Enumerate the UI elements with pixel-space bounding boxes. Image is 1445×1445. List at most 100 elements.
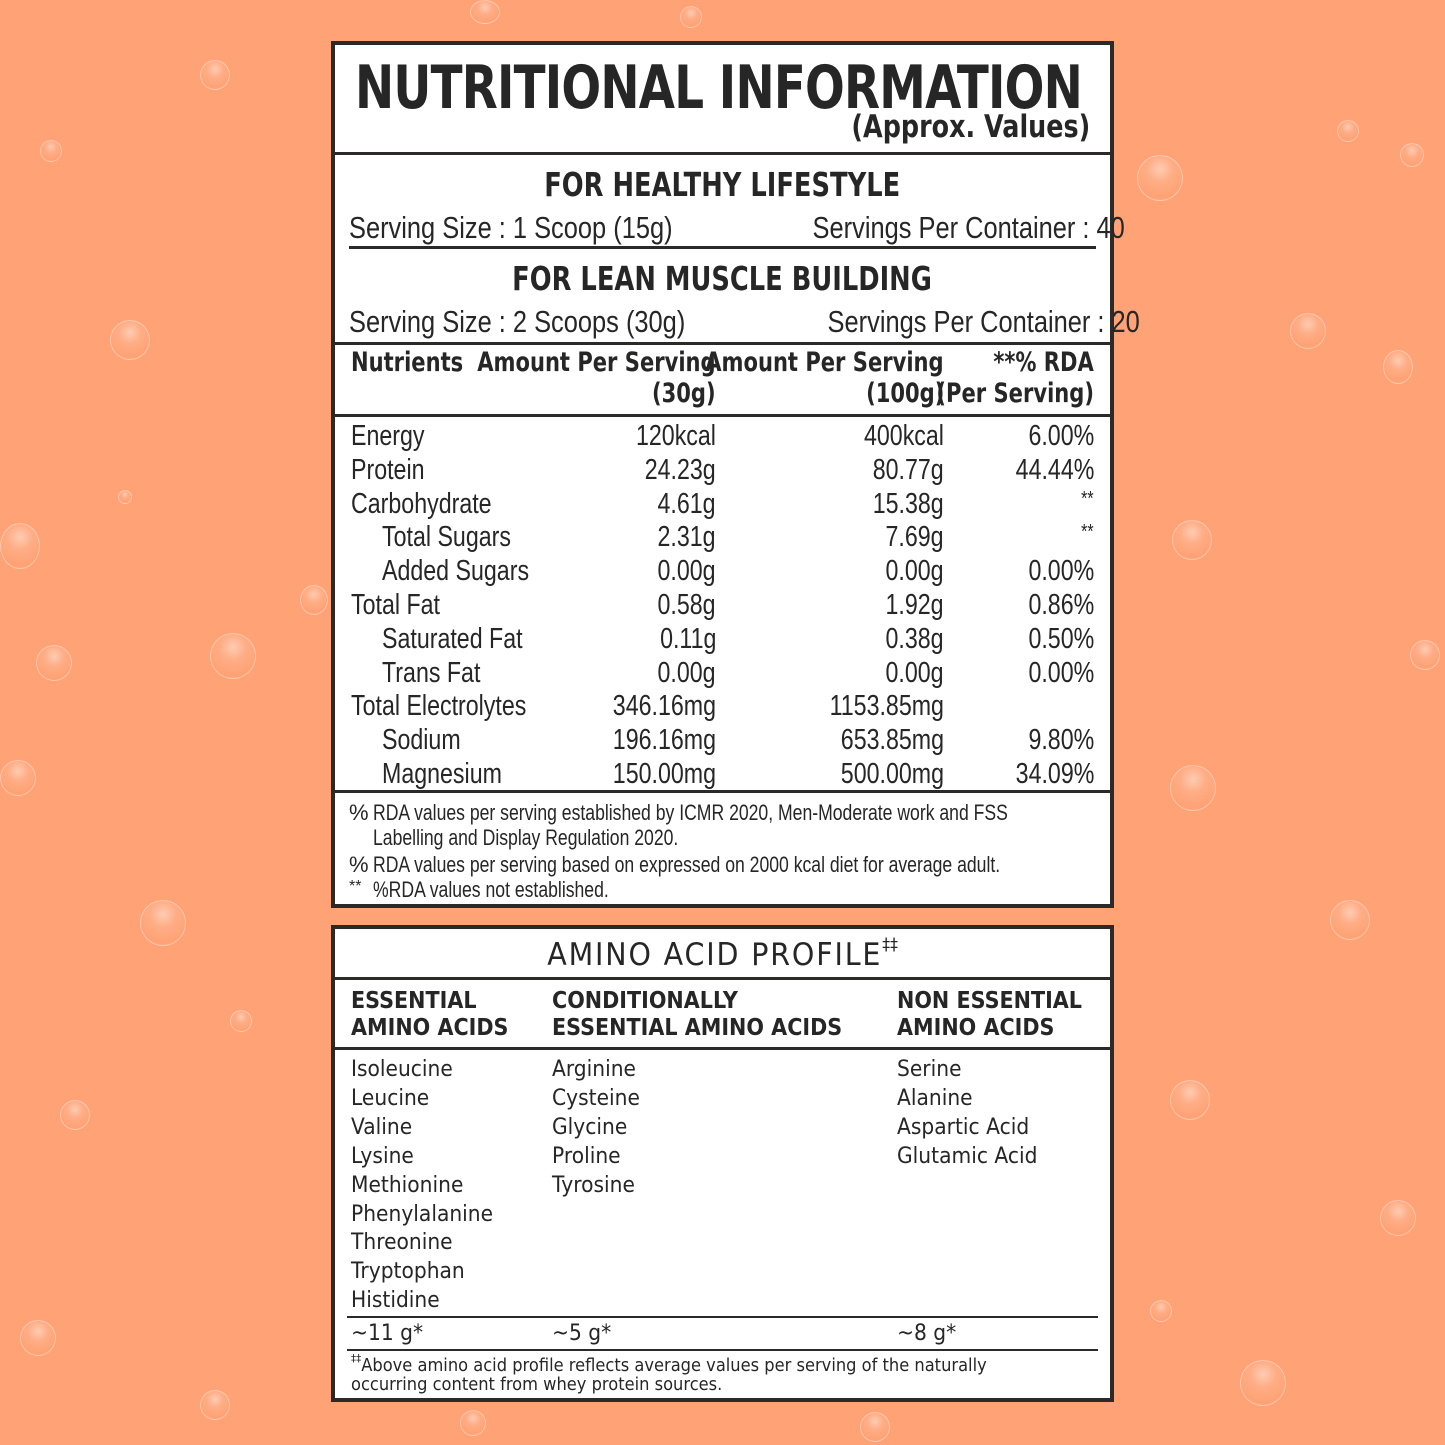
list-item: Lysine [351,1143,414,1169]
per-serving-value: 150.00mg [612,757,716,790]
rda-value: 9.80% [1028,724,1094,757]
amino-acid-profile-panel: AMINO ACID PROFILE‡‡ ESSENTIAL AMINO ACI… [331,925,1114,1402]
conditionally-essential-amino-list: Arginine Cysteine Glycine Proline Tyrosine [552,1056,648,1201]
per-100g-value: 80.77g [873,453,944,486]
footnote: ** %RDA values not established. [349,876,609,902]
table-row: Magnesium 150.00mg 500.00mg 34.09% [335,758,1110,792]
bubble-decoration [1400,143,1424,167]
serving-heading: FOR HEALTHY LIFESTYLE [544,165,901,204]
serving-heading: FOR LEAN MUSCLE BUILDING [512,259,933,298]
column-header-nutrients: Nutrients [351,347,464,378]
per-serving-value: 24.23g [645,453,716,486]
bubble-decoration [200,1390,230,1420]
bubble-decoration [1170,765,1216,811]
amino-footnote: ‡‡Above amino acid profile reflects aver… [351,1352,987,1396]
list-item: Serine [897,1057,962,1082]
bubble-decoration [0,523,40,569]
column-header-rda: **% RDA (Per Serving) [936,347,1094,409]
table-row: Total Sugars 2.31g 7.69g ** [335,521,1110,555]
per-serving-value: 0.11g [659,622,716,655]
per-100g-value: 1.92g [885,588,944,621]
footnote: % RDA values per serving established by … [349,800,1008,850]
bubble-decoration [36,645,72,681]
per-serving-value: 120kcal [636,420,716,452]
list-item: Phenylalanine [351,1201,494,1227]
bubble-decoration [1330,900,1370,940]
rda-value: 6.00% [1028,420,1094,452]
bubble-decoration [1290,313,1326,349]
double-dagger-mark: ‡‡ [882,934,898,955]
nutrient-name: Total Electrolytes [351,690,527,723]
bubble-decoration [1137,155,1183,201]
nutrient-name: Sodium [382,724,461,757]
bubble-decoration [230,1010,252,1032]
nutrient-name: Carbohydrate [351,487,492,520]
bubble-decoration [1380,1200,1416,1236]
serving-section-healthy-lifestyle: FOR HEALTHY LIFESTYLE Serving Size : 1 S… [335,155,1124,249]
amino-column-headers: ESSENTIAL AMINO ACIDS CONDITIONALLY ESSE… [335,980,1110,1050]
column-header-per-100g: Amount Per Serving (100g) [705,347,944,409]
table-row: Protein 24.23g 80.77g 44.44% [335,454,1110,488]
per-serving-value: 346.16mg [612,690,716,723]
list-item: Isoleucine [351,1057,453,1082]
nutrient-name: Total Fat [351,588,440,621]
bubble-decoration [1150,1300,1172,1322]
per-serving-value: 196.16mg [612,724,716,757]
bubble-decoration [300,585,328,615]
bubble-decoration [1410,640,1440,670]
table-row: Added Sugars 0.00g 0.00g 0.00% [335,555,1110,589]
bubble-decoration [200,60,230,90]
bubble-decoration [460,1410,486,1436]
non-essential-amino-list: Serine Alanine Aspartic Acid Glutamic Acid [897,1056,1050,1172]
list-item: Tryptophan [351,1259,465,1285]
list-item: Leucine [351,1085,430,1111]
nutrient-name: Added Sugars [382,555,530,588]
rda-value: 44.44% [1015,453,1094,486]
table-row: Total Fat 0.58g 1.92g 0.86% [335,589,1110,623]
rda-value: 0.50% [1028,622,1094,655]
bubble-decoration [60,1100,90,1130]
rda-value: 0.86% [1028,588,1094,621]
nutrition-header: NUTRITIONAL INFORMATION (Approx. Values) [335,45,1110,155]
list-item: Arginine [552,1057,637,1082]
servings-per-container: Servings Per Container : 40 [812,210,1125,245]
per-serving-value: 4.61g [657,487,716,520]
bubble-decoration [680,6,702,28]
nutrient-name: Protein [351,453,425,486]
per-100g-value: 653.85mg [840,724,944,757]
rda-value: 0.00% [1028,656,1094,689]
table-row: Sodium 196.16mg 653.85mg 9.80% [335,724,1110,758]
bubble-decoration [860,1412,890,1442]
per-100g-value: 0.38g [885,622,944,655]
bubble-decoration [20,1320,56,1356]
serving-info-row: Serving Size : 1 Scoop (15g) Servings Pe… [349,210,1124,246]
page-title: NUTRITIONAL INFORMATION [355,53,1083,123]
per-serving-value: 0.58g [657,588,716,621]
list-item: Alanine [897,1085,973,1111]
section-divider [349,246,1096,249]
nutrient-name: Energy [351,420,425,452]
per-serving-value: 0.00g [657,656,716,689]
nutrient-table-body: Energy 120kcal 400kcal 6.00% Protein 24.23g 80… [335,417,1110,793]
bubble-decoration [110,320,150,360]
per-serving-value: 0.00g [657,555,716,588]
column-header-essential: ESSENTIAL AMINO ACIDS [351,988,509,1041]
conditionally-essential-total: ~5 g* [552,1321,612,1346]
nutrient-name: Total Sugars [382,521,511,554]
approx-values-subtitle: (Approx. Values) [851,109,1090,145]
table-row: Saturated Fat 0.11g 0.38g 0.50% [335,623,1110,657]
amino-totals-row: ~11 g* ~5 g* ~8 g* [347,1316,1098,1351]
rda-footnotes: % RDA values per serving established by … [335,793,1110,911]
rda-value: ** [1081,487,1094,510]
table-row: Total Electrolytes 346.16mg 1153.85mg [335,690,1110,724]
table-row: Energy 120kcal 400kcal 6.00% [335,420,1110,454]
per-100g-value: 0.00g [885,656,944,689]
list-item: Aspartic Acid [897,1114,1030,1140]
nutrient-name: Trans Fat [382,656,481,689]
nutrient-table-header: Nutrients Amount Per Serving (30g) Amoun… [335,345,1110,417]
essential-total: ~11 g* [351,1321,424,1346]
essential-amino-list: Isoleucine Leucine Valine Lysine Methionine P… [351,1056,505,1316]
list-item: Glycine [552,1114,628,1140]
bubble-decoration [40,140,62,162]
table-row: Trans Fat 0.00g 0.00g 0.00% [335,657,1110,691]
